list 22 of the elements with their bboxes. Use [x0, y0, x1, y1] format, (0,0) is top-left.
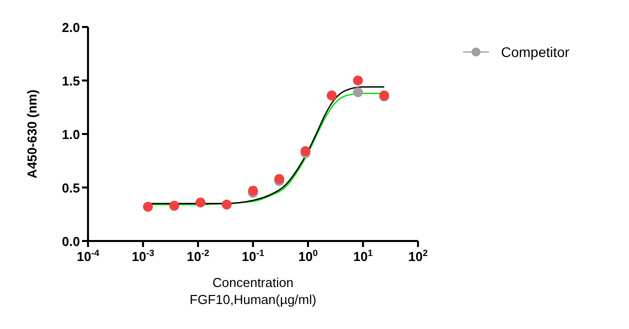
point — [352, 76, 363, 86]
x-tick-label: 10$^{-3}$ — [132, 248, 154, 264]
y-axis-title: A450-630 (nm) — [24, 90, 40, 178]
x-tick-label: 10$^{-1}$ — [242, 248, 264, 264]
y-tick-label: 2.0 — [62, 20, 80, 35]
y-tick-label: 0.5 — [62, 180, 80, 196]
y-tick-label: 0.0 — [62, 234, 80, 249]
point — [195, 197, 206, 208]
point — [274, 174, 284, 184]
point — [169, 200, 180, 211]
point — [352, 87, 363, 98]
x-tick-label: 10$^{0}$ — [298, 248, 318, 264]
legend-label: Competitor — [501, 44, 570, 60]
point — [222, 200, 232, 210]
x-axis-title: Concentration FGF10,Human(µg/ml) — [190, 275, 316, 307]
x-tick-label: 10$^{2}$ — [408, 248, 428, 264]
x-tick-label: 10$^{-2}$ — [186, 248, 210, 264]
x-tick-label: 10$^{1}$ — [353, 248, 373, 264]
y-tick-label: 1.5 — [62, 74, 80, 88]
x-tick-label: 10$^{-4}$ — [76, 248, 100, 264]
y-tick-label: 1.0 — [62, 127, 80, 142]
point — [142, 202, 153, 212]
